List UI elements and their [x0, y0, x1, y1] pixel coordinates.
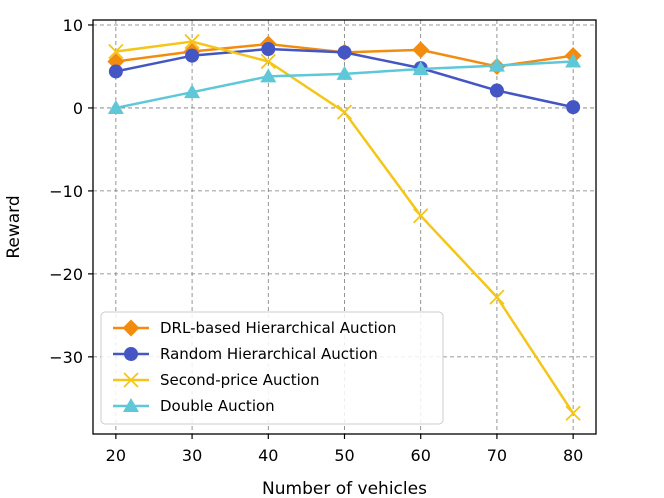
- data-point-second-price-auction-stroke: [489, 289, 505, 305]
- data-point-second-price-auction: [108, 43, 124, 60]
- y-tick-label: −30: [49, 348, 83, 367]
- data-point-second-price-auction: [336, 104, 353, 120]
- series-layer: [107, 33, 582, 421]
- y-tick-label: −10: [49, 182, 83, 201]
- x-tick-label: 40: [258, 446, 278, 465]
- y-tick-label: 10: [63, 16, 83, 35]
- data-point-second-price-auction-stroke: [108, 43, 124, 60]
- legend-label-random-hierarchical-auction: Random Hierarchical Auction: [160, 345, 378, 363]
- data-point-second-price-auction-stroke: [260, 53, 276, 70]
- data-point-second-price-auction-stroke: [413, 208, 429, 224]
- data-point-random-hierarchical-auction: [566, 100, 581, 115]
- data-point-second-price-auction-stroke: [336, 104, 353, 120]
- series-second-price-auction: [108, 33, 581, 421]
- series-double-auction: [107, 53, 582, 114]
- legend-box: [100, 311, 444, 425]
- data-point-random-hierarchical-auction: [108, 64, 123, 79]
- x-tick-label: 20: [106, 446, 126, 465]
- x-axis-label: Number of vehicles: [262, 479, 427, 498]
- data-point-double-auction: [488, 57, 505, 72]
- x-tick-label: 70: [487, 446, 507, 465]
- legend-marker-second-price-auction: [123, 372, 139, 388]
- data-point-double-auction: [412, 60, 429, 75]
- data-point-random-hierarchical-auction: [337, 45, 352, 60]
- legend-marker-second-price-auction-stroke: [123, 372, 139, 388]
- y-tick-label: 0: [73, 99, 83, 118]
- data-point-second-price-auction: [489, 289, 505, 305]
- data-point-double-auction: [565, 53, 582, 68]
- data-point-drl-based-hierarchical-auction: [412, 41, 430, 59]
- x-tick-label: 80: [563, 446, 583, 465]
- data-point-second-price-auction: [413, 208, 429, 224]
- legend-item-random-hierarchical-auction: Random Hierarchical Auction: [113, 345, 378, 363]
- legend-marker-random-hierarchical-auction: [124, 347, 138, 361]
- data-point-double-auction: [336, 65, 353, 80]
- data-point-double-auction: [260, 68, 277, 83]
- data-point-second-price-auction: [184, 33, 200, 50]
- x-tick-label: 50: [334, 446, 354, 465]
- data-point-random-hierarchical-auction: [185, 48, 200, 63]
- data-point-second-price-auction: [565, 405, 581, 421]
- y-tick-label: −20: [49, 265, 83, 284]
- x-tick-label: 30: [182, 446, 202, 465]
- legend-marker-drl-based-hierarchical-auction: [122, 319, 140, 337]
- legend: DRL-based Hierarchical Auction Random Hie…: [100, 311, 444, 425]
- ticks: 20 30 40 50 60 70 80 10 0 −10 −20 −30: [49, 16, 583, 465]
- legend-item-double-auction: Double Auction: [113, 397, 275, 415]
- data-point-second-price-auction-stroke: [565, 405, 581, 421]
- data-point-double-auction: [107, 99, 124, 114]
- x-tick-label: 60: [411, 446, 431, 465]
- legend-marker-double-auction: [123, 398, 139, 412]
- legend-label-double-auction: Double Auction: [160, 397, 275, 415]
- data-point-random-hierarchical-auction: [261, 42, 276, 57]
- legend-label-second-price-auction: Second-price Auction: [160, 371, 319, 389]
- y-axis-label: Reward: [4, 195, 24, 258]
- legend-item-second-price-auction: Second-price Auction: [113, 371, 319, 389]
- data-point-double-auction: [184, 84, 201, 99]
- legend-item-drl-based-hierarchical-auction: DRL-based Hierarchical Auction: [113, 319, 396, 337]
- data-point-second-price-auction: [260, 53, 276, 70]
- data-point-drl-based-hierarchical-auction: [107, 52, 125, 70]
- legend-label-drl-based-hierarchical-auction: DRL-based Hierarchical Auction: [160, 319, 396, 337]
- data-point-random-hierarchical-auction: [489, 83, 504, 98]
- data-point-second-price-auction-stroke: [184, 33, 200, 50]
